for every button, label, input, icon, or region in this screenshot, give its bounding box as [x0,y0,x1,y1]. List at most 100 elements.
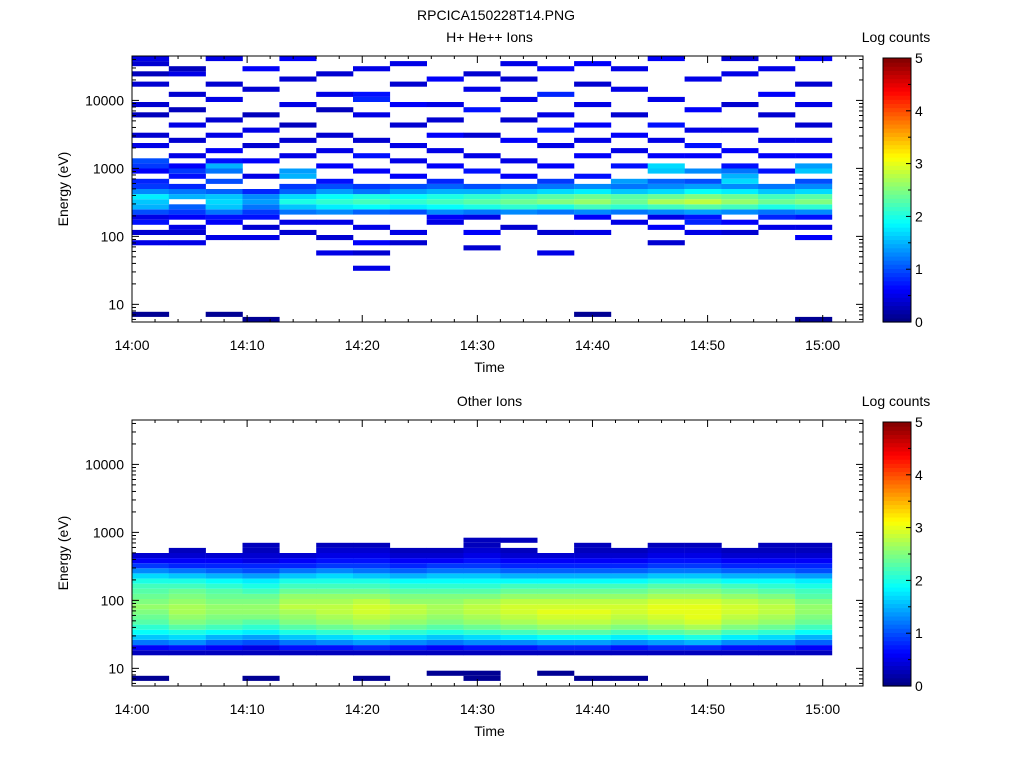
colorbar-segment [883,624,911,629]
heatmap-cell [721,588,759,594]
heatmap-cell [574,634,612,640]
heatmap-cell [389,61,427,67]
heatmap-cell [500,624,538,630]
heatmap-cell [389,229,427,235]
heatmap-cell [610,609,648,615]
heatmap-cell [279,573,317,579]
heatmap-cell [721,645,759,651]
heatmap-cell [537,640,575,646]
heatmap-cell [426,204,464,210]
heatmap-cell [574,558,612,564]
heatmap-cell [463,670,501,676]
heatmap-cell [279,604,317,610]
heatmap-cell [537,209,575,215]
heatmap-cell [426,650,464,656]
heatmap-cell [279,583,317,589]
heatmap-cell [353,593,391,599]
heatmap-cell [610,573,648,579]
heatmap-cell [242,173,280,179]
panel-h-he-ions: 14:00 14:10 14:20 14:30 14:40 14:50 15:0010100… [55,29,930,375]
heatmap-cell [463,629,501,635]
heatmap-cell [610,547,648,553]
colorbar-segment [883,313,911,319]
heatmap-cell [574,553,612,559]
heatmap-cell [389,122,427,128]
heatmap-cell [132,240,170,246]
heatmap-cell [132,604,170,610]
heatmap-cell [795,573,833,579]
heatmap-cell [721,168,759,174]
heatmap-cell [721,173,759,179]
heatmap-cell [316,542,354,548]
heatmap-cell [721,183,759,189]
colorbar-segment [883,223,911,228]
heatmap-cell [463,189,501,195]
heatmap-cell [426,199,464,205]
heatmap-cell [205,568,243,574]
heatmap-cell [537,194,575,200]
heatmap-cell [426,219,464,225]
heatmap-cell [684,214,722,220]
heatmap-cell [132,593,170,599]
heatmap-cell [205,189,243,195]
colorbar-segment [883,235,911,241]
heatmap-cell [721,127,759,133]
heatmap-cell [758,153,796,159]
heatmap-cell [647,583,685,589]
heatmap-cell [242,542,280,548]
heatmap-cell [610,86,648,92]
colorbar-segment [883,488,911,493]
heatmap-cell [353,553,391,559]
heatmap-cell [353,112,391,118]
heatmap-cell [463,588,501,594]
heatmap-cell [647,204,685,210]
heatmap-cell [574,624,612,630]
heatmap-cell [426,599,464,605]
colorbar-segment [883,442,911,448]
heatmap-cell [758,91,796,97]
heatmap-cell [426,209,464,215]
heatmap-cell [389,189,427,195]
heatmap-cell [574,194,612,200]
heatmap-cell [316,629,354,635]
colorbar-segment [883,284,911,290]
heatmap-cell [242,599,280,605]
heatmap-cell [684,583,722,589]
heatmap-cell [647,563,685,569]
heatmap-cell [279,153,317,159]
heatmap-cell [537,629,575,635]
heatmap-cell [426,624,464,630]
x-axis-label: Time [474,359,505,375]
colorbar-segment [883,243,911,249]
heatmap-cell [721,650,759,656]
heatmap-cell [463,204,501,210]
heatmap-cell [168,583,206,589]
heatmap-cell [205,148,243,154]
heatmap-cell [426,614,464,620]
heatmap-cell [426,568,464,574]
heatmap-cell [353,604,391,610]
y-axis-label: Energy (eV) [55,152,71,227]
colorbar-segment [883,70,911,76]
heatmap-cell [537,163,575,169]
heatmap-cell [684,614,722,620]
y-tick-label: 1000 [93,160,124,176]
heatmap-cell [500,61,538,67]
heatmap-cell [242,86,280,92]
heatmap-cell [463,229,501,235]
heatmap-cell [721,624,759,630]
heatmap-cell [389,614,427,620]
heatmap-cell [721,629,759,635]
colorbar-tick-label: 0 [915,314,923,330]
heatmap-cell [610,604,648,610]
heatmap-cell [795,183,833,189]
heatmap-cell [353,609,391,615]
heatmap-cell [279,553,317,559]
heatmap-cell [168,609,206,615]
heatmap-cell [537,670,575,676]
heatmap-cell [610,624,648,630]
heatmap-cell [647,194,685,200]
heatmap-cell [463,71,501,77]
heatmap-cell [610,650,648,656]
heatmap-cell [647,178,685,184]
